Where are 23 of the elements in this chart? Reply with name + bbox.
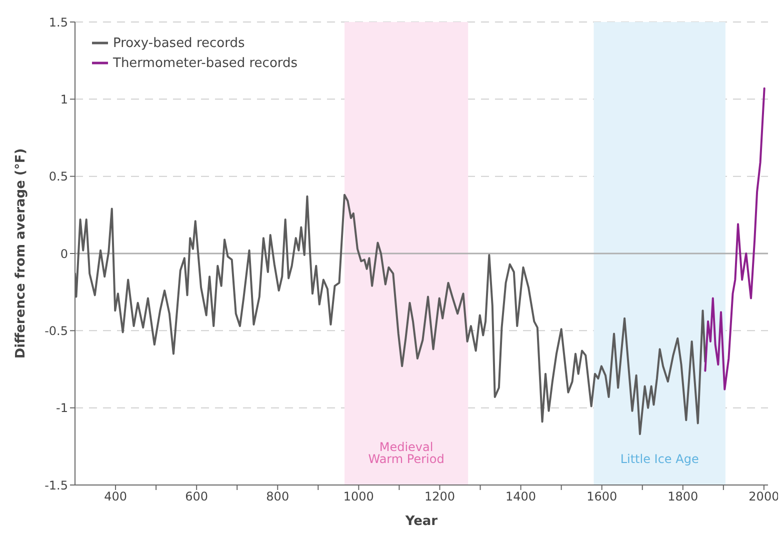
y-tick-label: 1.5	[48, 15, 68, 30]
legend-label: Thermometer-based records	[113, 56, 298, 71]
x-tick-label: 600	[185, 490, 208, 504]
x-tick-label: 1800	[668, 490, 698, 504]
x-tick-label: 1000	[343, 490, 374, 504]
band-label: Little Ice Age	[620, 452, 699, 466]
y-tick-label: 0.5	[48, 170, 68, 184]
y-tick-label: -0.5	[44, 324, 68, 338]
line-series	[704, 87, 766, 390]
x-axis-title: Year	[404, 514, 438, 529]
band-label: Medieval Warm Period	[368, 440, 444, 466]
y-tick-label: -1.5	[44, 478, 68, 492]
x-tick-label: 1400	[506, 490, 536, 504]
x-tick-label: 1200	[424, 490, 456, 504]
y-axis-title: Difference from average (°F)	[14, 148, 29, 359]
x-tick-label: 400	[104, 490, 127, 504]
y-tick-label: 0	[60, 246, 68, 261]
y-tick-label: -1	[56, 401, 68, 416]
x-tick-label: 2000	[748, 490, 780, 504]
x-tick-label: 1600	[586, 490, 618, 504]
x-tick-label: 800	[266, 490, 290, 504]
legend-label: Proxy-based records	[113, 36, 245, 51]
y-tick-label: 1	[60, 92, 68, 106]
